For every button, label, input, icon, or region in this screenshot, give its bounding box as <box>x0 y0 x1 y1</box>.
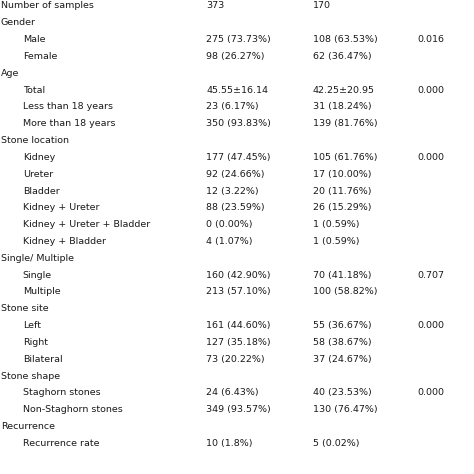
Text: Staghorn stones: Staghorn stones <box>23 388 100 397</box>
Text: 17 (10.00%): 17 (10.00%) <box>313 170 371 179</box>
Text: 0.000: 0.000 <box>417 388 444 397</box>
Text: 5 (0.02%): 5 (0.02%) <box>313 439 359 448</box>
Text: Gender: Gender <box>1 18 36 27</box>
Text: Single/ Multiple: Single/ Multiple <box>1 254 74 263</box>
Text: 24 (6.43%): 24 (6.43%) <box>206 388 259 397</box>
Text: 130 (76.47%): 130 (76.47%) <box>313 405 377 414</box>
Text: Recurrence rate: Recurrence rate <box>23 439 99 448</box>
Text: 108 (63.53%): 108 (63.53%) <box>313 35 378 44</box>
Text: 127 (35.18%): 127 (35.18%) <box>206 338 271 347</box>
Text: Recurrence: Recurrence <box>1 422 55 431</box>
Text: 213 (57.10%): 213 (57.10%) <box>206 287 271 296</box>
Text: 12 (3.22%): 12 (3.22%) <box>206 187 259 195</box>
Text: 42.25±20.95: 42.25±20.95 <box>313 86 375 94</box>
Text: Multiple: Multiple <box>23 287 60 296</box>
Text: Left: Left <box>23 321 41 330</box>
Text: Non-Staghorn stones: Non-Staghorn stones <box>23 405 122 414</box>
Text: 275 (73.73%): 275 (73.73%) <box>206 35 271 44</box>
Text: 37 (24.67%): 37 (24.67%) <box>313 355 372 364</box>
Text: Stone shape: Stone shape <box>1 372 60 381</box>
Text: 0.016: 0.016 <box>417 35 444 44</box>
Text: 350 (93.83%): 350 (93.83%) <box>206 119 271 128</box>
Text: Kidney + Ureter: Kidney + Ureter <box>23 203 99 212</box>
Text: 0.000: 0.000 <box>417 153 444 162</box>
Text: Less than 18 years: Less than 18 years <box>23 102 113 111</box>
Text: Right: Right <box>23 338 48 347</box>
Text: Kidney: Kidney <box>23 153 55 162</box>
Text: 62 (36.47%): 62 (36.47%) <box>313 52 372 61</box>
Text: Bladder: Bladder <box>23 187 60 195</box>
Text: Female: Female <box>23 52 57 61</box>
Text: 20 (11.76%): 20 (11.76%) <box>313 187 371 195</box>
Text: 105 (61.76%): 105 (61.76%) <box>313 153 377 162</box>
Text: Stone location: Stone location <box>1 136 69 145</box>
Text: Age: Age <box>1 69 19 78</box>
Text: 349 (93.57%): 349 (93.57%) <box>206 405 271 414</box>
Text: 139 (81.76%): 139 (81.76%) <box>313 119 377 128</box>
Text: More than 18 years: More than 18 years <box>23 119 115 128</box>
Text: 98 (26.27%): 98 (26.27%) <box>206 52 264 61</box>
Text: 1 (0.59%): 1 (0.59%) <box>313 220 359 229</box>
Text: 4 (1.07%): 4 (1.07%) <box>206 237 253 246</box>
Text: 0 (0.00%): 0 (0.00%) <box>206 220 253 229</box>
Text: Ureter: Ureter <box>23 170 53 179</box>
Text: 10 (1.8%): 10 (1.8%) <box>206 439 253 448</box>
Text: 92 (24.66%): 92 (24.66%) <box>206 170 264 179</box>
Text: 73 (20.22%): 73 (20.22%) <box>206 355 265 364</box>
Text: 0.000: 0.000 <box>417 86 444 94</box>
Text: Number of samples: Number of samples <box>1 1 94 10</box>
Text: 373: 373 <box>206 1 225 10</box>
Text: Total: Total <box>23 86 45 94</box>
Text: 170: 170 <box>313 1 331 10</box>
Text: 88 (23.59%): 88 (23.59%) <box>206 203 265 212</box>
Text: 26 (15.29%): 26 (15.29%) <box>313 203 371 212</box>
Text: Bilateral: Bilateral <box>23 355 63 364</box>
Text: 160 (42.90%): 160 (42.90%) <box>206 271 271 280</box>
Text: Kidney + Ureter + Bladder: Kidney + Ureter + Bladder <box>23 220 150 229</box>
Text: Kidney + Bladder: Kidney + Bladder <box>23 237 106 246</box>
Text: 40 (23.53%): 40 (23.53%) <box>313 388 372 397</box>
Text: Stone site: Stone site <box>1 304 48 313</box>
Text: 0.000: 0.000 <box>417 321 444 330</box>
Text: 161 (44.60%): 161 (44.60%) <box>206 321 271 330</box>
Text: 45.55±16.14: 45.55±16.14 <box>206 86 268 94</box>
Text: Single: Single <box>23 271 52 280</box>
Text: 0.707: 0.707 <box>417 271 444 280</box>
Text: 31 (18.24%): 31 (18.24%) <box>313 102 372 111</box>
Text: 23 (6.17%): 23 (6.17%) <box>206 102 259 111</box>
Text: 100 (58.82%): 100 (58.82%) <box>313 287 377 296</box>
Text: 177 (47.45%): 177 (47.45%) <box>206 153 271 162</box>
Text: 58 (38.67%): 58 (38.67%) <box>313 338 372 347</box>
Text: 55 (36.67%): 55 (36.67%) <box>313 321 372 330</box>
Text: Male: Male <box>23 35 45 44</box>
Text: 70 (41.18%): 70 (41.18%) <box>313 271 371 280</box>
Text: 1 (0.59%): 1 (0.59%) <box>313 237 359 246</box>
